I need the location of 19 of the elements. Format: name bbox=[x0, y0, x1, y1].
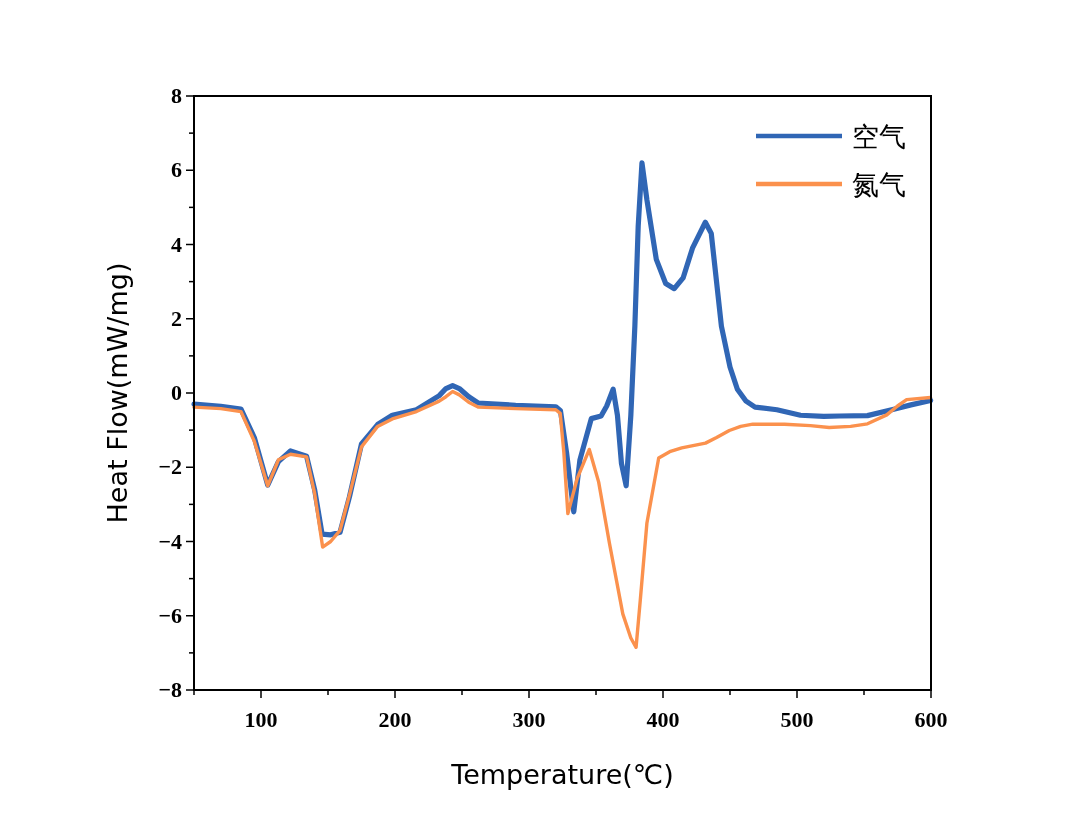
x-tick-label: 200 bbox=[378, 707, 412, 732]
x-tick-label: 500 bbox=[780, 707, 814, 732]
x-tick-label: 300 bbox=[512, 707, 546, 732]
y-tick-label: 6 bbox=[171, 157, 182, 183]
x-axis-title: Temperature(℃) bbox=[450, 759, 674, 790]
y-tick-label: −4 bbox=[158, 528, 182, 554]
legend-label: 氮气 bbox=[852, 169, 906, 200]
legend-label: 空气 bbox=[852, 121, 906, 152]
y-axis-title: Heat Flow(mW/mg) bbox=[102, 262, 133, 524]
x-tick-label: 100 bbox=[244, 707, 278, 732]
x-tick-label: 400 bbox=[646, 707, 680, 732]
y-tick-label: −6 bbox=[158, 602, 182, 628]
y-tick-label: −8 bbox=[158, 677, 182, 702]
y-tick-label: 4 bbox=[171, 231, 182, 257]
x-tick-label: 600 bbox=[914, 707, 948, 732]
y-tick-label: 2 bbox=[171, 305, 182, 331]
y-tick-label: 0 bbox=[171, 380, 182, 405]
y-tick-label: −2 bbox=[158, 454, 182, 480]
y-tick-label: 8 bbox=[171, 83, 182, 108]
